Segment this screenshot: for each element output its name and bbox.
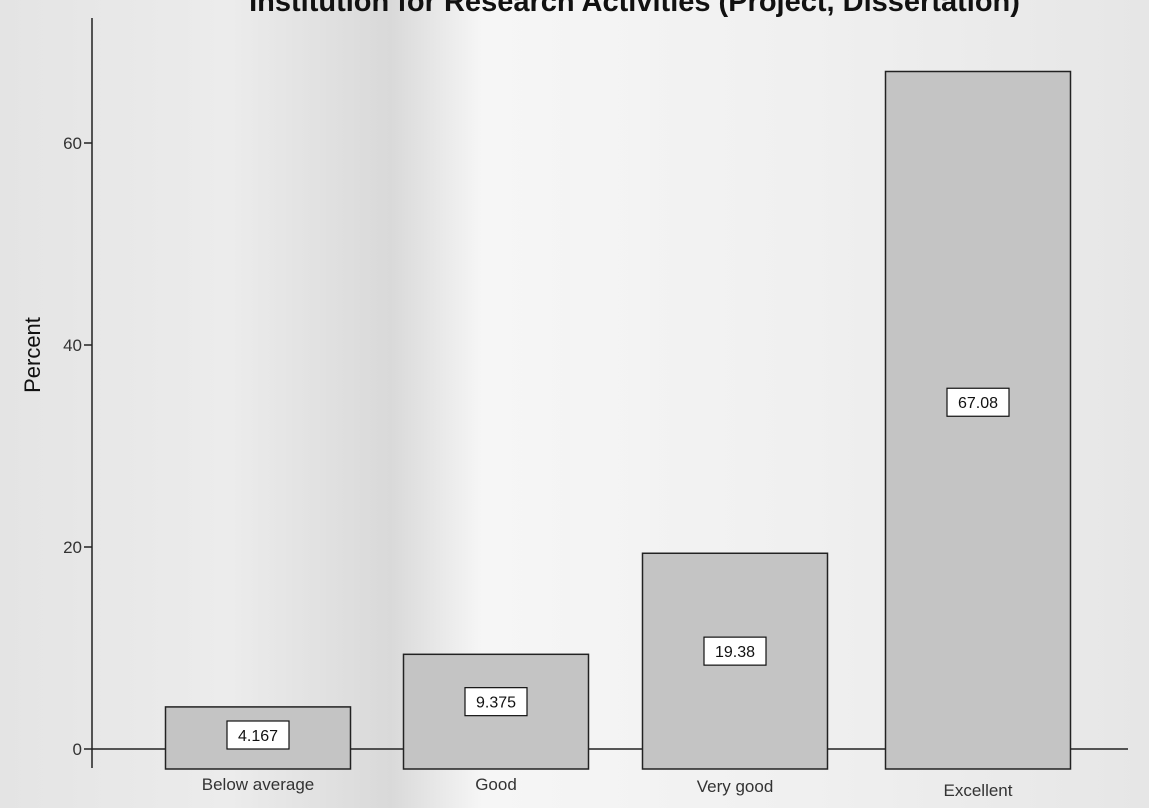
- y-tick-label: 60: [63, 134, 82, 153]
- data-label-box: [703, 636, 767, 666]
- axes: 0 20 40 60 Percent Below average Good Very good…: [20, 18, 1128, 800]
- data-labels: 4.167 9.375 19.38 67.08: [226, 387, 1010, 750]
- bars: [164, 70, 1072, 770]
- data-label: 19.38: [715, 644, 755, 661]
- x-tick-label: Excellent: [944, 781, 1013, 800]
- data-label: 4.167: [238, 728, 278, 745]
- x-tick-label: Good: [475, 775, 517, 794]
- data-label-box: [464, 687, 528, 717]
- data-label: 9.375: [476, 695, 516, 712]
- data-label: 67.08: [958, 395, 998, 412]
- data-label-box: [226, 720, 290, 750]
- chart-title: Institution for Research Activities (Pro…: [249, 0, 1020, 18]
- y-tick-label: 0: [73, 740, 82, 759]
- x-tick-label: Very good: [697, 777, 774, 796]
- y-tick-label: 20: [63, 538, 82, 557]
- x-tick-label: Below average: [202, 775, 314, 794]
- y-axis-label: Percent: [20, 317, 45, 393]
- bar-excellent: [884, 70, 1072, 770]
- data-label-box: [946, 387, 1010, 417]
- y-tick-label: 40: [63, 336, 82, 355]
